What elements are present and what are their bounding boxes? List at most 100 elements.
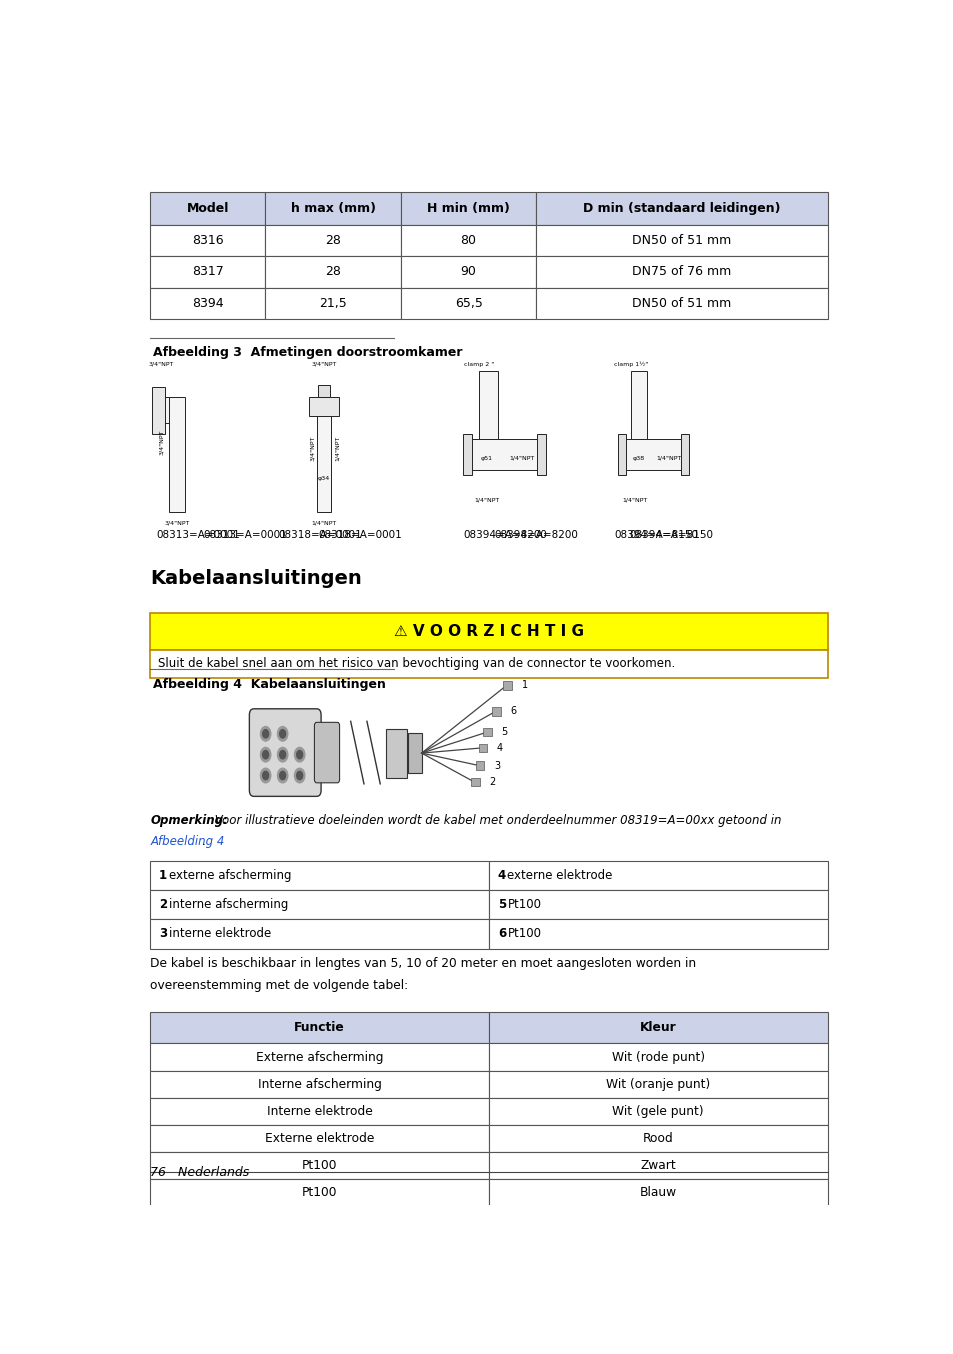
Text: 1/4"NPT: 1/4"NPT xyxy=(508,455,534,460)
Bar xyxy=(151,1013,488,1044)
Text: interne afscherming: interne afscherming xyxy=(169,898,288,911)
Text: 3/4"NPT: 3/4"NPT xyxy=(311,362,336,367)
Text: 65,5: 65,5 xyxy=(455,297,482,310)
Text: 8394: 8394 xyxy=(192,297,223,310)
Text: 08318=A=0001: 08318=A=0001 xyxy=(318,529,402,540)
Text: 8317: 8317 xyxy=(192,265,224,279)
Circle shape xyxy=(260,747,271,762)
Text: 08394=A=8150: 08394=A=8150 xyxy=(614,529,698,540)
Bar xyxy=(488,1125,826,1152)
Bar xyxy=(488,1044,826,1071)
Circle shape xyxy=(277,727,288,741)
Bar xyxy=(400,287,536,320)
Bar xyxy=(151,1044,488,1071)
Text: Functie: Functie xyxy=(294,1021,345,1034)
Bar xyxy=(536,225,826,256)
Bar xyxy=(482,728,492,737)
Circle shape xyxy=(279,772,285,780)
Bar xyxy=(478,371,497,439)
Circle shape xyxy=(260,768,271,783)
Circle shape xyxy=(279,730,285,738)
Circle shape xyxy=(277,747,288,762)
Text: 08394=A=8200: 08394=A=8200 xyxy=(494,529,578,540)
Text: 3/4"NPT: 3/4"NPT xyxy=(164,520,190,525)
Text: 08318=A=0001: 08318=A=0001 xyxy=(278,529,362,540)
Bar xyxy=(464,439,537,470)
Text: 21,5: 21,5 xyxy=(319,297,347,310)
Bar xyxy=(265,256,400,287)
Text: 1: 1 xyxy=(521,680,527,691)
Text: 1/4"NPT: 1/4"NPT xyxy=(311,520,336,525)
FancyBboxPatch shape xyxy=(314,722,339,783)
Bar xyxy=(151,256,265,287)
Text: 5: 5 xyxy=(497,898,505,911)
Text: 08313=A=0001: 08313=A=0001 xyxy=(203,529,287,540)
Text: 1: 1 xyxy=(159,869,167,881)
Text: 3: 3 xyxy=(159,927,167,941)
Bar xyxy=(157,397,169,422)
Bar xyxy=(630,371,646,439)
Text: 76   Nederlands: 76 Nederlands xyxy=(151,1166,250,1179)
Bar xyxy=(151,890,488,919)
Text: Voor illustratieve doeleinden wordt de kabel met onderdeelnummer 08319=A=00xx ge: Voor illustratieve doeleinden wordt de k… xyxy=(211,814,781,827)
Text: D min (standaard leidingen): D min (standaard leidingen) xyxy=(582,202,780,215)
Text: 2: 2 xyxy=(489,777,496,787)
Bar xyxy=(152,387,165,433)
Text: DN50 of 51 mm: DN50 of 51 mm xyxy=(632,234,731,248)
Bar xyxy=(316,397,331,512)
Text: h max (mm): h max (mm) xyxy=(291,202,375,215)
Bar xyxy=(536,256,826,287)
Text: .: . xyxy=(202,835,206,848)
Text: Externe afscherming: Externe afscherming xyxy=(255,1051,383,1063)
Text: Wit (gele punt): Wit (gele punt) xyxy=(612,1105,703,1118)
Text: clamp 2 ": clamp 2 " xyxy=(464,362,494,367)
Bar xyxy=(265,225,400,256)
Text: 08313=A=0001: 08313=A=0001 xyxy=(156,529,240,540)
Bar xyxy=(151,650,826,677)
Text: φ51: φ51 xyxy=(480,455,492,460)
Bar xyxy=(680,433,688,475)
Bar xyxy=(488,1152,826,1179)
Text: Interne afscherming: Interne afscherming xyxy=(257,1078,381,1090)
Text: Afbeelding 4  Kabelaansluitingen: Afbeelding 4 Kabelaansluitingen xyxy=(153,677,386,691)
Text: φ34: φ34 xyxy=(317,477,330,482)
FancyBboxPatch shape xyxy=(249,708,321,796)
Circle shape xyxy=(277,768,288,783)
Text: externe afscherming: externe afscherming xyxy=(169,869,291,881)
Bar xyxy=(408,733,421,773)
Text: 3/4"NPT: 3/4"NPT xyxy=(149,362,173,367)
Bar xyxy=(619,439,682,470)
Text: 2: 2 xyxy=(159,898,167,911)
Circle shape xyxy=(262,750,269,758)
Bar xyxy=(265,287,400,320)
Text: 28: 28 xyxy=(325,265,341,279)
Bar xyxy=(488,890,826,919)
Text: H min (mm): H min (mm) xyxy=(427,202,510,215)
Bar xyxy=(400,256,536,287)
Bar xyxy=(536,192,826,225)
Text: 1/4"NPT: 1/4"NPT xyxy=(656,455,680,460)
Circle shape xyxy=(279,750,285,758)
Text: Afbeelding 3  Afmetingen doorstroomkamer: Afbeelding 3 Afmetingen doorstroomkamer xyxy=(153,347,462,359)
Circle shape xyxy=(262,730,269,738)
Text: overeenstemming met de volgende tabel:: overeenstemming met de volgende tabel: xyxy=(151,979,408,992)
Text: Pt100: Pt100 xyxy=(507,898,541,911)
Bar xyxy=(462,433,472,475)
Text: Pt100: Pt100 xyxy=(301,1186,337,1200)
Text: 08394=A=8150: 08394=A=8150 xyxy=(629,529,713,540)
Circle shape xyxy=(294,768,305,783)
Bar xyxy=(151,1179,488,1206)
Text: 3/4"NPT: 3/4"NPT xyxy=(310,435,315,460)
Text: Afbeelding 4: Afbeelding 4 xyxy=(151,835,225,848)
Bar xyxy=(265,192,400,225)
Text: 4: 4 xyxy=(497,869,505,881)
Text: Wit (rode punt): Wit (rode punt) xyxy=(611,1051,704,1063)
Bar xyxy=(151,861,488,890)
Text: Sluit de kabel snel aan om het risico van bevochtiging van de connector te voork: Sluit de kabel snel aan om het risico va… xyxy=(157,658,674,670)
Bar xyxy=(488,1098,826,1125)
Bar xyxy=(488,861,826,890)
Text: Opmerking:: Opmerking: xyxy=(151,814,228,827)
Bar xyxy=(478,743,487,751)
Circle shape xyxy=(294,747,305,762)
Circle shape xyxy=(296,772,302,780)
